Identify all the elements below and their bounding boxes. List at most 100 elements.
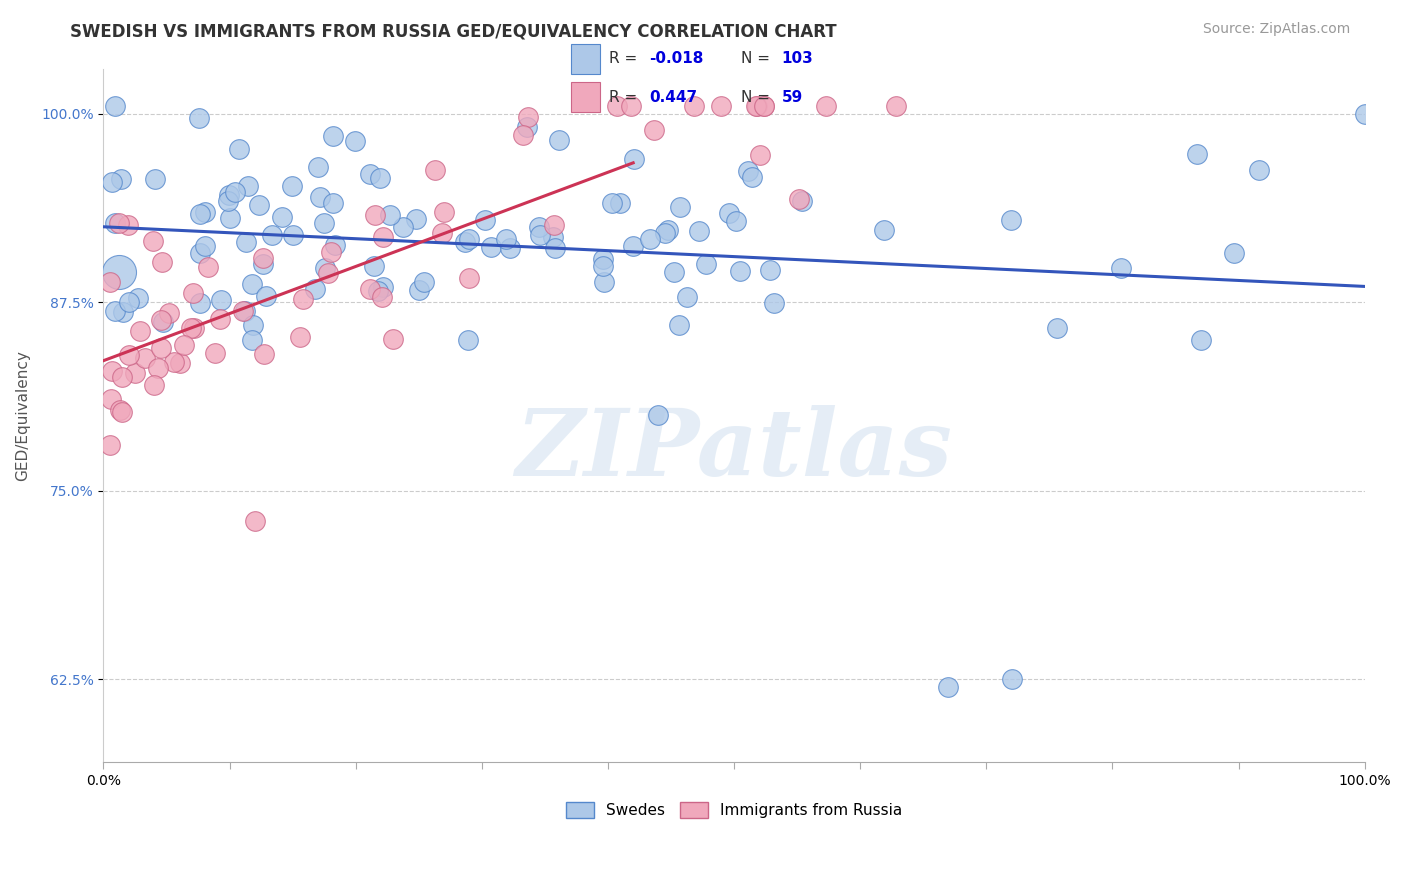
Point bbox=[108, 216, 131, 230]
Point bbox=[544, 241, 567, 255]
Point bbox=[152, 315, 174, 329]
Text: -0.018: -0.018 bbox=[650, 52, 703, 67]
Point bbox=[100, 392, 122, 407]
Point bbox=[745, 99, 768, 113]
Point bbox=[688, 224, 710, 238]
Text: ZIPatlas: ZIPatlas bbox=[516, 405, 953, 495]
Point bbox=[281, 179, 304, 194]
Point bbox=[194, 205, 217, 219]
Point bbox=[188, 111, 211, 125]
Point bbox=[741, 169, 763, 184]
Point bbox=[710, 99, 733, 113]
Point bbox=[543, 218, 565, 232]
Text: 0.447: 0.447 bbox=[650, 89, 697, 104]
Point bbox=[725, 214, 748, 228]
Point bbox=[787, 192, 810, 206]
Point bbox=[609, 195, 631, 210]
Point bbox=[592, 252, 614, 266]
Point bbox=[367, 284, 389, 298]
Point bbox=[209, 312, 232, 326]
Point bbox=[124, 366, 146, 380]
Point bbox=[173, 337, 195, 351]
Point bbox=[224, 186, 246, 200]
Point bbox=[252, 257, 274, 271]
Point bbox=[408, 283, 430, 297]
Point bbox=[150, 255, 173, 269]
Point bbox=[381, 332, 404, 346]
Point bbox=[763, 295, 786, 310]
Point bbox=[368, 171, 391, 186]
Point bbox=[117, 219, 139, 233]
Point bbox=[108, 403, 131, 417]
Point bbox=[432, 226, 454, 240]
Point bbox=[190, 246, 212, 260]
Point bbox=[527, 219, 550, 234]
Text: N =: N = bbox=[741, 89, 775, 104]
Point bbox=[728, 264, 751, 278]
Point bbox=[288, 330, 311, 344]
Point bbox=[104, 304, 127, 318]
Point bbox=[343, 134, 366, 148]
Text: 59: 59 bbox=[782, 89, 803, 104]
Point bbox=[1109, 261, 1132, 276]
Point bbox=[233, 304, 256, 318]
Point bbox=[815, 99, 838, 113]
Point bbox=[623, 153, 645, 167]
Point bbox=[307, 161, 329, 175]
Point bbox=[695, 256, 717, 270]
Point bbox=[309, 190, 332, 204]
Point bbox=[217, 194, 239, 208]
Point bbox=[363, 208, 385, 222]
Point bbox=[718, 206, 741, 220]
Point bbox=[606, 99, 628, 113]
Point bbox=[512, 128, 534, 143]
Point bbox=[481, 240, 503, 254]
Point bbox=[112, 305, 135, 319]
Point bbox=[190, 296, 212, 310]
Point bbox=[792, 194, 814, 208]
Point bbox=[218, 211, 240, 226]
Point bbox=[281, 228, 304, 243]
Point bbox=[145, 172, 167, 186]
Point bbox=[682, 99, 704, 113]
Point bbox=[754, 99, 776, 113]
Point bbox=[218, 188, 240, 202]
Point bbox=[252, 347, 274, 361]
Point bbox=[238, 179, 260, 194]
Point bbox=[240, 277, 263, 291]
Point bbox=[592, 259, 614, 273]
Point bbox=[292, 292, 315, 306]
Point bbox=[240, 333, 263, 347]
Point bbox=[1046, 321, 1069, 335]
Point bbox=[98, 275, 121, 289]
Point bbox=[322, 196, 344, 211]
Point bbox=[654, 226, 676, 240]
Point bbox=[1000, 673, 1022, 687]
Point bbox=[111, 370, 134, 384]
Point bbox=[423, 163, 446, 178]
Point bbox=[169, 356, 191, 370]
Point bbox=[243, 514, 266, 528]
Point bbox=[256, 289, 278, 303]
Point bbox=[228, 142, 250, 156]
Point bbox=[405, 211, 427, 226]
Point bbox=[884, 99, 907, 113]
Point bbox=[104, 217, 127, 231]
Point bbox=[371, 229, 394, 244]
Point bbox=[134, 351, 156, 366]
Point bbox=[270, 210, 292, 224]
Point bbox=[150, 341, 173, 355]
Point bbox=[359, 282, 381, 296]
Text: R =: R = bbox=[609, 52, 641, 67]
Point bbox=[1189, 333, 1212, 347]
Point bbox=[100, 175, 122, 189]
Point bbox=[457, 232, 479, 246]
Point bbox=[413, 275, 436, 289]
Point bbox=[242, 318, 264, 333]
Point bbox=[457, 270, 479, 285]
Point bbox=[118, 348, 141, 362]
Point bbox=[1223, 246, 1246, 260]
Text: 103: 103 bbox=[782, 52, 813, 67]
Point bbox=[457, 333, 479, 347]
Point bbox=[204, 345, 226, 359]
